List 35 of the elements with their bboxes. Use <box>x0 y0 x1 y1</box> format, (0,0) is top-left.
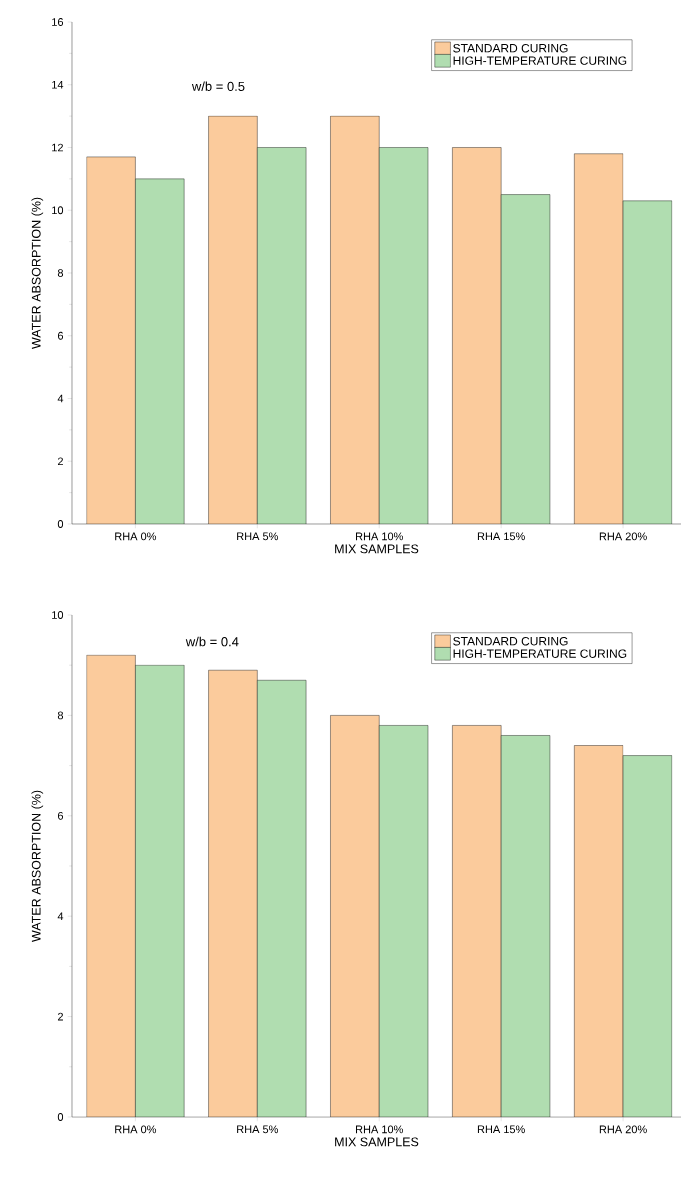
y-tick-label: 4 <box>57 394 64 403</box>
y-axis-title: WATER ABSORPTION (%) <box>31 790 44 942</box>
x-tick-label: RHA 0% <box>115 532 157 541</box>
y-tick-label: 10 <box>52 206 64 215</box>
y-tick-label: 16 <box>52 18 64 26</box>
legend-label: HIGH-TEMPERATURE CURING <box>453 56 627 65</box>
y-tick-label: 14 <box>52 80 64 89</box>
legend-label: STANDARD CURING <box>453 43 568 53</box>
x-axis-title: MIX SAMPLES <box>335 1137 419 1147</box>
y-tick-label: 0 <box>57 1113 64 1121</box>
y-tick-label: 8 <box>57 269 64 277</box>
y-tick-label: 8 <box>57 711 64 720</box>
y-tick-label: 6 <box>57 331 64 340</box>
x-tick-label: RHA 10% <box>356 532 403 541</box>
y-tick-label: 6 <box>57 811 64 820</box>
annotation: w/b = 0.4 <box>185 636 239 647</box>
legend-label: HIGH-TEMPERATURE CURING <box>453 649 627 658</box>
y-tick-label: 4 <box>57 912 64 920</box>
legend-label: STANDARD CURING <box>453 636 568 646</box>
x-tick-label: RHA 0% <box>115 1125 157 1134</box>
y-tick-label: 10 <box>52 611 64 619</box>
y-tick-label: 0 <box>57 520 64 528</box>
x-tick-label: RHA 15% <box>477 1125 525 1134</box>
y-tick-label: 2 <box>57 1012 63 1021</box>
x-tick-label: RHA 10% <box>356 1125 403 1134</box>
y-tick-label: 12 <box>52 143 63 152</box>
y-axis-title: WATER ABSORPTION (%) <box>31 197 44 349</box>
x-tick-label: RHA 5% <box>237 532 278 541</box>
x-tick-label: RHA 5% <box>237 1125 278 1134</box>
x-axis-title: MIX SAMPLES <box>335 544 419 554</box>
x-tick-label: RHA 20% <box>599 1125 647 1134</box>
y-tick-label: 2 <box>57 457 63 466</box>
x-tick-label: RHA 15% <box>477 532 525 541</box>
annotation: w/b = 0.5 <box>191 81 245 91</box>
x-tick-label: RHA 20% <box>599 532 647 541</box>
